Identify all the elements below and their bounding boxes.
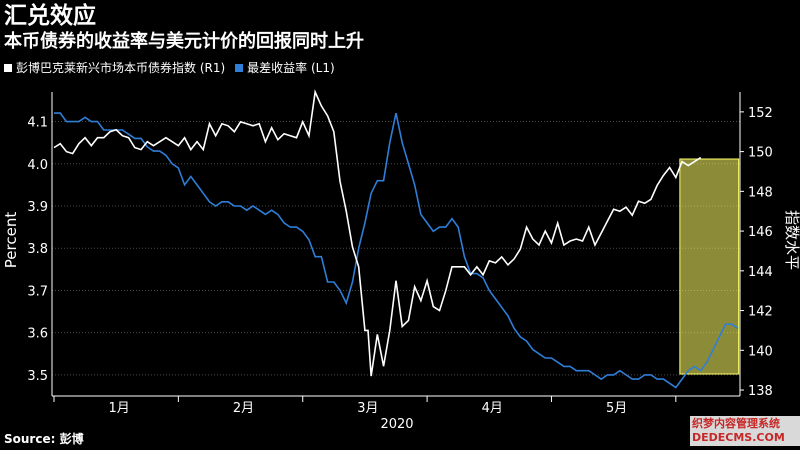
y-left-tick-label: 4.0 (27, 158, 48, 173)
y-right-tick-label: 142 (748, 305, 773, 320)
legend-item-index: 彭博巴克莱新兴市场本币债券指数 (R1) (4, 60, 225, 76)
y-right-tick-label: 144 (748, 265, 773, 280)
series-line-index (53, 89, 702, 377)
y-left-tick-label: 3.6 (27, 327, 48, 342)
y-axis-right-label: 指数水平 (783, 210, 800, 270)
x-tick-label: 1月 (109, 401, 130, 416)
y-right-tick-label: 148 (748, 185, 773, 200)
legend-item-yield: 最差收益率 (L1) (235, 60, 335, 76)
watermark: 织梦内容管理系统 DEDECMS.COM (690, 416, 800, 446)
legend-swatch-index (4, 64, 12, 72)
y-right-tick-label: 146 (748, 225, 773, 240)
y-left-tick-label: 3.7 (27, 284, 48, 299)
y-left-tick-label: 3.5 (27, 369, 48, 384)
chart-subtitle: 本币债券的收益率与美元计价的回报同时上升 (4, 31, 364, 52)
y-axis-left-label: Percent (2, 212, 20, 269)
y-right-tick-label: 138 (748, 384, 773, 399)
y-left-tick-label: 3.8 (27, 242, 48, 257)
source-note: Source: 彭博 (4, 432, 84, 446)
legend-swatch-yield (235, 64, 244, 72)
y-left-tick-label: 3.9 (27, 200, 48, 215)
x-tick-label: 2月 (233, 401, 254, 416)
chart-title: 汇兑效应 (4, 3, 96, 29)
x-axis-year-label: 2020 (380, 417, 413, 432)
x-tick-label: 3月 (357, 401, 378, 416)
y-right-tick-label: 150 (748, 146, 773, 161)
series-line-yield (54, 112, 739, 389)
legend: 彭博巴克莱新兴市场本币债券指数 (R1) 最差收益率 (L1) (4, 60, 335, 76)
y-right-tick-label: 152 (748, 106, 773, 121)
axes: 3.5 3.6 3.7 3.8 3.9 4.0 4.1 138 140 142 144 146 148 1… (27, 92, 773, 416)
y-right-tick-label: 140 (748, 344, 773, 359)
gridlines (52, 121, 740, 376)
y-left-tick-label: 4.1 (27, 116, 48, 131)
highlight-box (679, 158, 740, 375)
x-tick-label: 4月 (482, 401, 503, 416)
x-tick-label: 5月 (606, 401, 627, 416)
legend-label-yield: 最差收益率 (L1) (247, 61, 335, 75)
legend-label-index: 彭博巴克莱新兴市场本币债券指数 (R1) (16, 61, 226, 75)
